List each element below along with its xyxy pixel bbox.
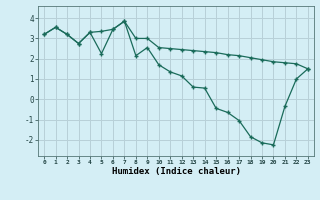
X-axis label: Humidex (Indice chaleur): Humidex (Indice chaleur) bbox=[111, 167, 241, 176]
